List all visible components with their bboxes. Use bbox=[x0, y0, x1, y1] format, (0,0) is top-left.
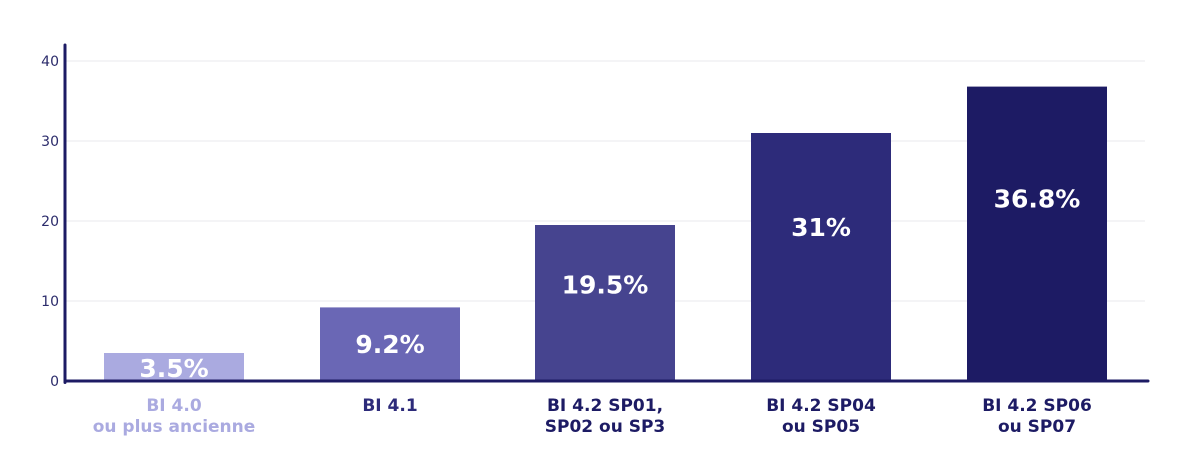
y-tick-label: 10 bbox=[41, 294, 59, 310]
data-label: 19.5% bbox=[562, 270, 649, 299]
y-tick-label: 0 bbox=[50, 374, 59, 390]
bar bbox=[967, 86, 1107, 381]
category-label: SP02 ou SP3 bbox=[545, 417, 666, 437]
category-label: ou plus ancienne bbox=[93, 417, 256, 437]
data-label: 3.5% bbox=[139, 354, 208, 383]
bar bbox=[751, 133, 891, 381]
y-tick-label: 20 bbox=[41, 214, 59, 230]
bar bbox=[535, 225, 675, 381]
category-label: BI 4.1 bbox=[362, 396, 417, 416]
category-label: BI 4.2 SP01, bbox=[547, 396, 663, 416]
category-label: BI 4.0 bbox=[146, 396, 201, 416]
bar bbox=[104, 353, 244, 381]
data-label: 9.2% bbox=[355, 330, 424, 359]
y-tick-label: 30 bbox=[41, 134, 59, 150]
y-tick-label: 40 bbox=[41, 54, 59, 70]
category-label: ou SP07 bbox=[998, 417, 1076, 437]
category-label: BI 4.2 SP04 bbox=[766, 396, 876, 416]
category-label: BI 4.2 SP06 bbox=[982, 396, 1092, 416]
category-label: ou SP05 bbox=[782, 417, 860, 437]
data-label: 36.8% bbox=[994, 184, 1081, 213]
data-label: 31% bbox=[791, 213, 851, 242]
bar bbox=[320, 307, 460, 381]
